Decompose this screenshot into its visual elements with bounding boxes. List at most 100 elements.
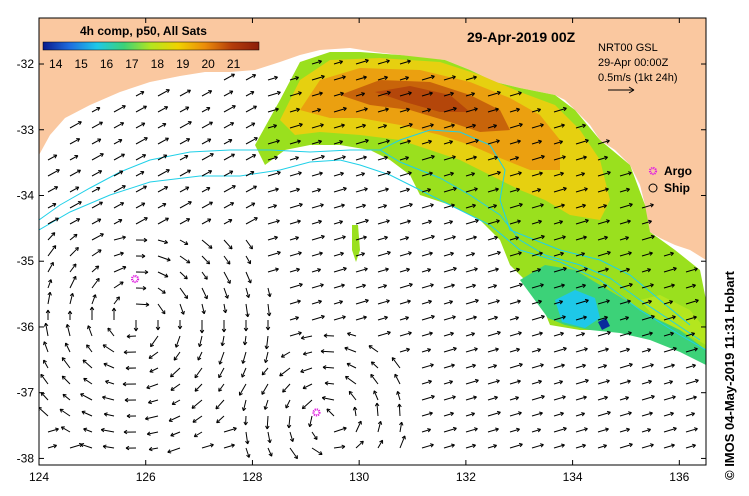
current-arrow xyxy=(289,447,298,460)
current-arrow xyxy=(421,139,432,145)
current-arrow xyxy=(487,235,498,241)
current-arrow xyxy=(509,379,521,385)
current-arrow xyxy=(179,287,189,300)
current-arrow xyxy=(245,137,258,145)
current-arrow xyxy=(267,204,277,209)
current-arrow xyxy=(663,346,677,353)
current-arrow xyxy=(267,107,279,113)
current-arrow xyxy=(465,203,476,209)
current-arrow xyxy=(421,203,434,209)
current-arrow xyxy=(465,298,479,305)
current-arrow xyxy=(509,122,523,129)
current-arrow xyxy=(663,315,676,321)
current-arrow xyxy=(135,302,150,307)
current-arrow xyxy=(619,379,631,385)
y-tick-label: -37 xyxy=(17,386,35,400)
current-arrow xyxy=(421,428,431,433)
current-arrow xyxy=(531,348,541,353)
sst-contours xyxy=(39,129,706,351)
current-arrow xyxy=(377,124,387,129)
current-arrow xyxy=(333,203,345,209)
current-arrow xyxy=(663,266,677,273)
y-tick-label: -38 xyxy=(17,451,35,465)
current-arrow xyxy=(641,394,655,401)
current-arrow xyxy=(575,412,585,417)
current-arrow xyxy=(487,107,499,113)
current-arrow xyxy=(286,415,292,429)
current-arrow xyxy=(553,363,565,369)
current-arrow xyxy=(509,202,523,209)
current-arrow xyxy=(103,412,115,417)
current-arrow xyxy=(397,403,402,417)
current-arrow xyxy=(220,335,225,347)
current-arrow xyxy=(465,235,477,241)
current-arrow xyxy=(487,315,498,321)
current-arrow xyxy=(399,202,413,209)
current-arrow xyxy=(223,105,236,113)
current-arrow xyxy=(64,342,71,353)
colorbar-tick-label: 17 xyxy=(125,57,139,71)
current-arrow xyxy=(597,235,608,241)
current-arrow xyxy=(245,217,258,225)
current-arrow xyxy=(487,250,501,257)
current-arrow xyxy=(91,249,102,257)
current-arrow xyxy=(553,283,565,289)
current-arrow xyxy=(223,239,233,250)
current-arrow xyxy=(619,171,632,177)
current-arrow xyxy=(267,75,278,81)
current-arrow xyxy=(125,445,137,451)
current-arrow xyxy=(245,271,252,284)
current-arrow xyxy=(69,263,77,273)
x-tick-label: 132 xyxy=(456,470,476,484)
current-arrow xyxy=(245,105,257,113)
current-arrow xyxy=(465,138,479,145)
current-arrow xyxy=(443,106,457,113)
current-arrow xyxy=(113,251,124,257)
current-arrow xyxy=(194,383,203,392)
current-arrow xyxy=(81,410,93,417)
current-arrow xyxy=(553,266,567,273)
current-arrow xyxy=(443,283,455,289)
current-arrow xyxy=(69,169,81,177)
current-arrow xyxy=(465,443,476,449)
current-arrow xyxy=(370,373,379,385)
current-arrow xyxy=(421,234,435,241)
current-arrow xyxy=(113,122,125,129)
current-arrow xyxy=(663,300,673,305)
current-arrow xyxy=(377,284,387,289)
current-arrow xyxy=(179,186,190,193)
current-arrow xyxy=(122,381,137,387)
current-arrow xyxy=(443,266,457,273)
current-arrow xyxy=(553,235,566,241)
current-arrow xyxy=(531,219,542,225)
current-arrow xyxy=(43,322,49,337)
current-arrow xyxy=(86,344,93,353)
current-arrow xyxy=(487,267,499,273)
current-arrow xyxy=(553,123,565,129)
current-arrow xyxy=(487,379,500,385)
current-arrow xyxy=(531,314,545,321)
current-arrow xyxy=(47,444,57,449)
current-arrow xyxy=(289,91,302,97)
current-arrow xyxy=(597,170,611,177)
current-arrow xyxy=(663,411,674,417)
current-arrow xyxy=(311,447,323,455)
current-arrow xyxy=(355,75,367,81)
current-arrow xyxy=(91,277,100,289)
current-arrow xyxy=(619,219,631,225)
current-arrow xyxy=(173,351,181,361)
current-arrow xyxy=(685,395,697,401)
current-arrow xyxy=(443,395,456,401)
current-arrow xyxy=(223,219,233,225)
current-arrow xyxy=(311,171,323,177)
current-arrow xyxy=(487,90,501,97)
current-arrow xyxy=(267,170,281,177)
current-arrow xyxy=(201,187,211,193)
colorbar: 4h comp, p50, All Sats 14 15 16 17 18 19 20 21 xyxy=(42,24,260,71)
current-arrow xyxy=(597,410,611,417)
current-arrow xyxy=(597,187,609,193)
current-arrow xyxy=(223,271,231,284)
current-arrow xyxy=(69,292,75,305)
current-arrow xyxy=(149,367,159,373)
current-arrow xyxy=(553,395,566,401)
